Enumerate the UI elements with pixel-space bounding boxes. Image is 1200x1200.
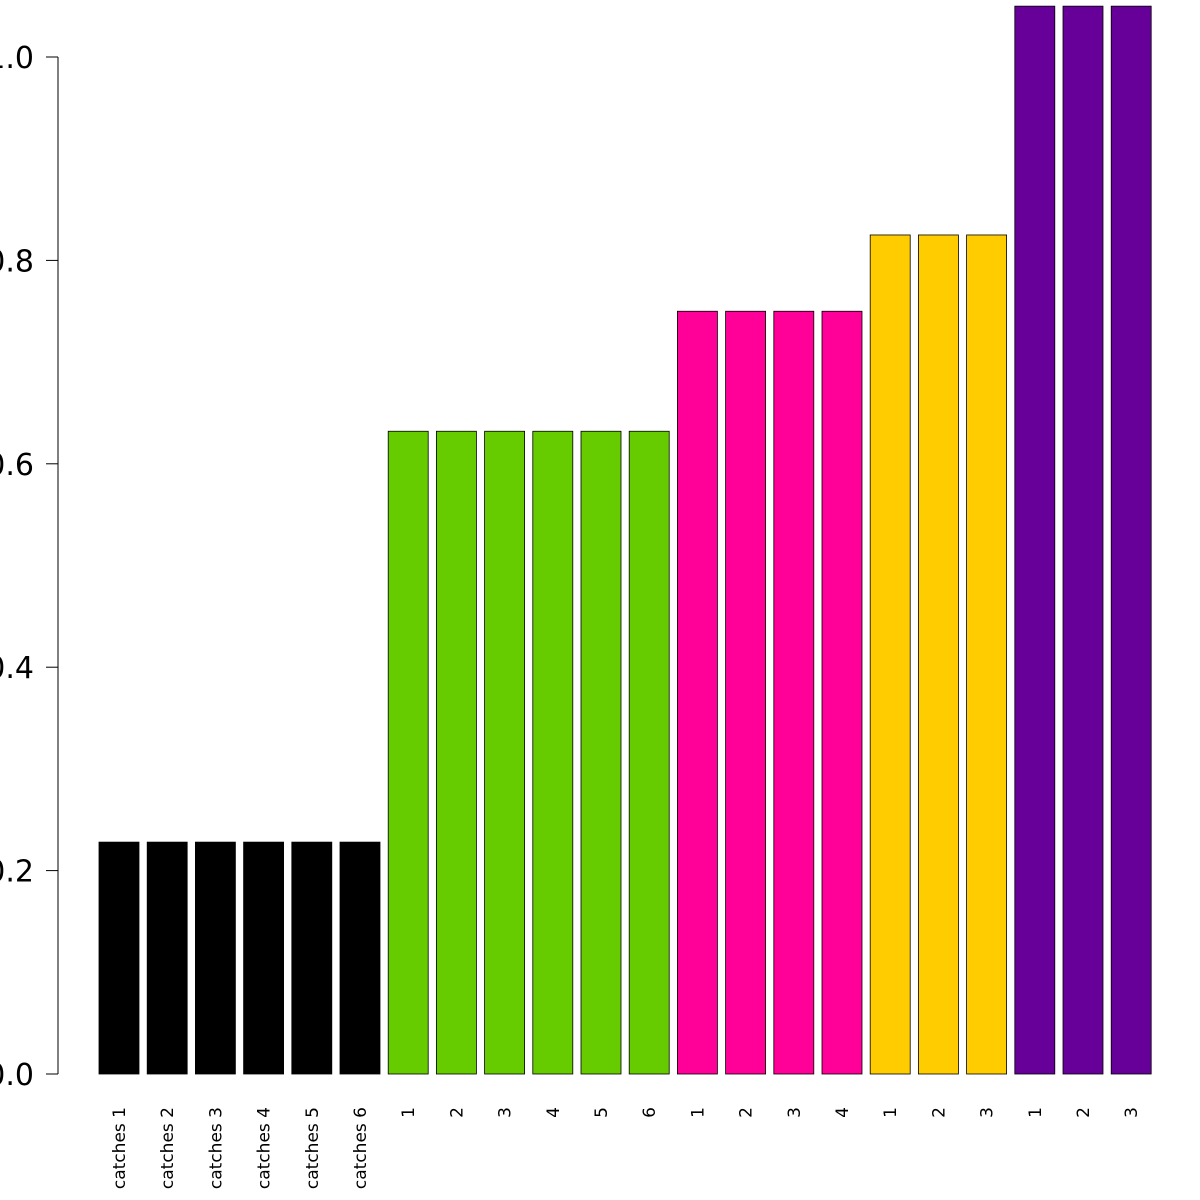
x-axis-labels: catches 1 catches 2 catches 3 catches 4 catc…: [110, 1107, 1142, 1189]
y-tick-label: 0.0: [0, 1058, 34, 1093]
bar: [1110, 5, 1152, 1075]
bar: [146, 841, 188, 1075]
x-tick-label: 3: [496, 1107, 516, 1118]
x-tick-label: 6: [640, 1107, 660, 1118]
bar: [966, 234, 1007, 1075]
y-tick-label: 0.6: [0, 448, 34, 483]
x-tick-label: catches 3: [206, 1107, 226, 1189]
x-tick-label: 5: [592, 1107, 612, 1118]
x-tick-label: 3: [978, 1107, 998, 1118]
x-tick-label: 1: [688, 1107, 708, 1118]
bar: [339, 841, 381, 1075]
bar: [677, 310, 718, 1075]
bar: [725, 310, 766, 1075]
y-tick-label: 0.8: [0, 244, 34, 279]
x-tick-label: 1: [881, 1107, 901, 1118]
x-tick-label: 3: [785, 1107, 805, 1118]
bar: [435, 430, 477, 1075]
x-tick-label: catches 2: [158, 1107, 178, 1189]
x-tick-label: 2: [1074, 1107, 1094, 1118]
x-tick-label: 4: [544, 1107, 564, 1118]
bar: [291, 841, 333, 1075]
y-axis: 0.0 0.2 0.4 0.6 0.8 1.0: [0, 41, 59, 1093]
x-tick-label: catches 1: [110, 1107, 130, 1189]
x-tick-label: 3: [1122, 1107, 1142, 1118]
x-tick-label: 2: [447, 1107, 467, 1118]
y-tick-label: 0.2: [0, 855, 34, 890]
x-tick-label: catches 5: [303, 1107, 323, 1189]
x-tick-label: 1: [1026, 1107, 1046, 1118]
y-tick-label: 0.4: [0, 651, 34, 686]
bars: [98, 5, 1152, 1075]
bar: [387, 430, 429, 1075]
bar: [869, 234, 911, 1075]
y-tick-label: 1.0: [0, 41, 34, 76]
x-tick-label: catches 6: [351, 1107, 371, 1189]
bar: [773, 310, 815, 1075]
x-tick-label: catches 4: [255, 1107, 275, 1189]
bar: [1014, 5, 1056, 1075]
x-tick-label: 2: [929, 1107, 949, 1118]
bar: [243, 841, 285, 1075]
bar: [98, 841, 140, 1075]
bar: [194, 841, 236, 1075]
bar: [918, 234, 959, 1075]
x-tick-label: 1: [399, 1107, 419, 1118]
bar: [580, 430, 622, 1075]
bar: [1062, 5, 1104, 1075]
x-tick-label: 2: [737, 1107, 757, 1118]
bar: [628, 430, 670, 1075]
bar: [484, 430, 526, 1075]
x-tick-label: 4: [833, 1107, 853, 1118]
bar: [532, 430, 574, 1075]
bar: [821, 310, 863, 1075]
